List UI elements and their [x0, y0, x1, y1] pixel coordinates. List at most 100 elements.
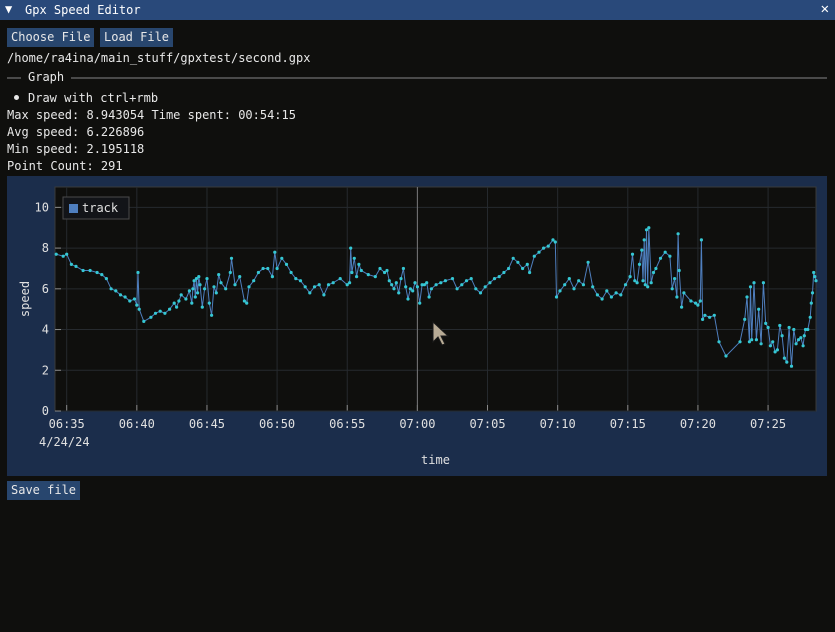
draw-hint: Draw with ctrl+rmb	[28, 91, 159, 105]
data-point	[390, 283, 394, 287]
max-speed-text: Max speed: 8.943054 Time spent: 00:54:15	[7, 108, 296, 122]
data-point	[294, 277, 298, 281]
data-point	[434, 283, 438, 287]
data-point	[190, 301, 194, 305]
data-point	[670, 287, 674, 291]
data-point	[787, 325, 791, 330]
x-tick-label: 07:25	[750, 417, 786, 431]
data-point	[205, 277, 209, 281]
file-path: /home/ra4ina/main_stuff/gpxtest/second.g…	[7, 51, 311, 65]
data-point	[785, 360, 789, 364]
data-point	[242, 299, 246, 303]
data-point	[696, 303, 700, 307]
data-point	[759, 342, 763, 346]
data-point	[516, 260, 520, 264]
section-graph-label: Graph	[28, 70, 65, 84]
data-point	[88, 268, 92, 273]
data-point	[245, 301, 249, 305]
data-point	[142, 319, 146, 323]
data-point	[792, 327, 796, 332]
data-point	[118, 293, 123, 297]
x-tick-label: 06:45	[189, 417, 225, 431]
window-title: Gpx Speed Editor	[25, 3, 141, 17]
data-point	[492, 277, 497, 281]
speed-plot[interactable]: 06:35 06:40 06:45 06:50 06:55 07:00 07:05 07:10…	[7, 176, 827, 476]
data-point	[478, 291, 483, 295]
data-point	[810, 291, 815, 295]
data-point	[766, 325, 770, 330]
data-point	[443, 279, 447, 283]
y-tick-label: 6	[42, 282, 49, 296]
save-file-button[interactable]: Save file	[7, 481, 81, 500]
data-point	[153, 311, 158, 315]
data-point	[273, 250, 277, 254]
data-point	[270, 275, 274, 279]
data-point	[247, 285, 251, 289]
load-file-button[interactable]: Load File	[100, 28, 174, 47]
y-tick-label: 10	[35, 200, 49, 214]
data-point	[572, 287, 576, 291]
data-point	[609, 295, 614, 299]
min-speed-text: Min speed: 2.195118	[7, 142, 145, 156]
collapse-triangle-icon[interactable]: ▼	[5, 2, 13, 16]
data-point	[210, 313, 214, 317]
data-point	[413, 281, 417, 285]
data-point	[54, 252, 58, 256]
data-point	[168, 307, 172, 311]
title-bar[interactable]: ▼ Gpx Speed Editor ✕	[0, 0, 835, 20]
data-point	[109, 287, 113, 291]
data-point	[345, 283, 349, 287]
plot-svg[interactable]: 06:35 06:40 06:45 06:50 06:55 07:00 07:05 07:10…	[7, 176, 827, 476]
date-label: 4/24/24	[39, 435, 90, 449]
data-point	[303, 285, 307, 289]
data-point	[698, 299, 702, 303]
data-point	[703, 313, 707, 317]
data-point	[65, 252, 69, 256]
data-point	[663, 250, 667, 254]
section-divider-left	[7, 77, 21, 79]
choose-file-button[interactable]: Choose File	[7, 28, 95, 47]
data-point	[149, 315, 153, 319]
data-point	[198, 283, 202, 287]
data-point	[439, 281, 443, 285]
data-point	[266, 266, 270, 271]
close-icon[interactable]: ✕	[820, 1, 829, 17]
data-point	[387, 279, 391, 283]
data-point	[771, 340, 775, 344]
data-point	[780, 334, 784, 338]
data-point	[680, 305, 684, 309]
data-point	[123, 295, 127, 299]
data-point	[256, 270, 260, 275]
section-divider-right	[71, 77, 827, 79]
data-point	[261, 266, 265, 271]
data-point	[74, 264, 78, 268]
data-point	[224, 287, 228, 291]
data-point	[104, 277, 108, 281]
data-point	[814, 279, 818, 283]
data-point	[460, 283, 464, 287]
data-point	[537, 250, 541, 254]
data-point	[415, 285, 419, 289]
data-point	[175, 305, 179, 309]
data-point	[796, 338, 801, 342]
data-point	[773, 350, 777, 354]
data-point	[551, 238, 555, 242]
data-point	[488, 281, 492, 285]
data-point	[635, 281, 639, 285]
data-point	[775, 348, 780, 352]
data-point	[179, 293, 183, 297]
data-point	[298, 279, 303, 283]
data-point	[280, 256, 284, 260]
data-point	[682, 291, 686, 295]
data-point	[228, 270, 232, 275]
data-point	[752, 281, 756, 285]
data-point	[600, 297, 604, 301]
legend-swatch	[69, 204, 78, 213]
data-point	[754, 338, 759, 342]
data-point	[647, 226, 651, 230]
legend-label: track	[82, 201, 119, 215]
data-point	[525, 262, 529, 266]
data-point	[542, 246, 546, 250]
data-point	[233, 283, 237, 287]
data-point	[640, 248, 644, 252]
